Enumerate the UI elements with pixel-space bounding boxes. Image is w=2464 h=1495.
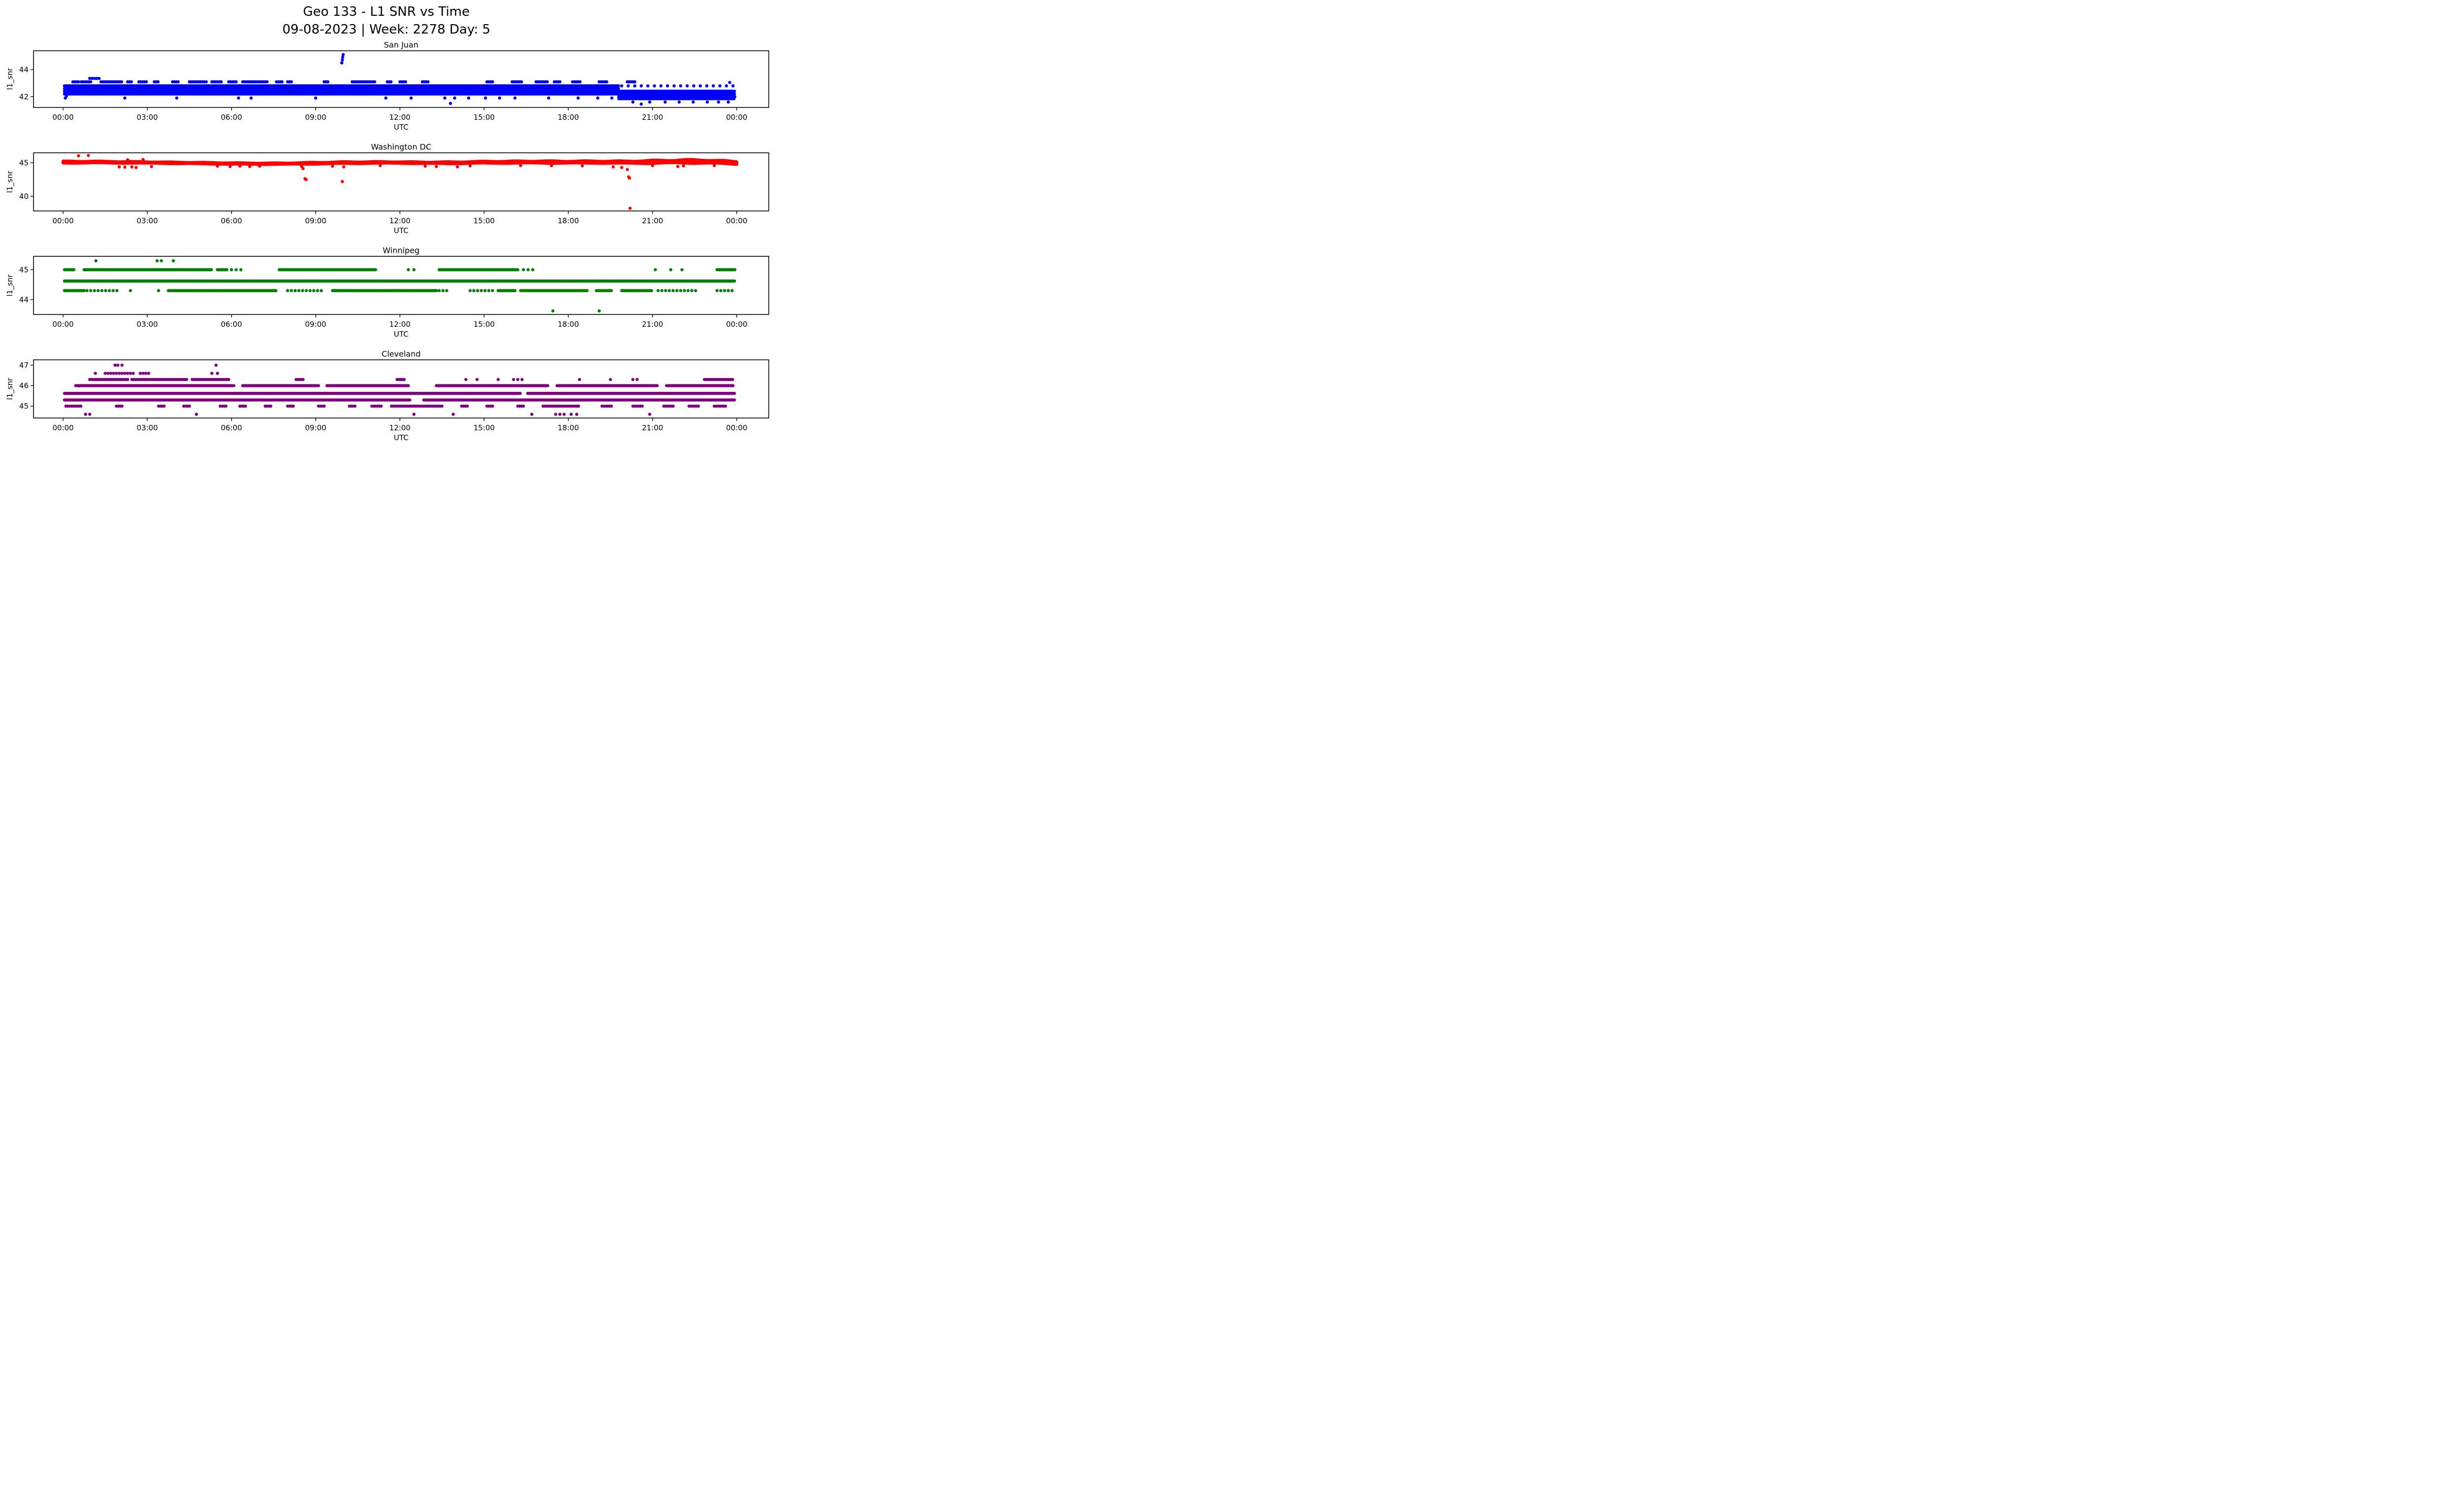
subplot-san-juan: 42 44 00:00 03:00 06:00 09:00 12:00 15:00 18:00 2…: [19, 50, 769, 122]
y-tick-label: 47: [19, 361, 29, 370]
x-ticks: 00:00 03:00 06:00 09:00 12:00 15:00 18:00 21:00…: [52, 314, 748, 329]
subplot-title-cleveland: Cleveland: [381, 349, 421, 359]
y-axis-label-1: l1_snr: [5, 68, 14, 90]
axes-frame: [33, 359, 769, 418]
y-axis-label-3: l1_snr: [5, 274, 14, 297]
y-axis-label-2: l1_snr: [5, 171, 14, 193]
x-tick-label: 09:00: [305, 320, 326, 329]
x-tick-label: 18:00: [558, 113, 579, 122]
x-tick-label: 03:00: [137, 113, 158, 122]
x-tick-label: 15:00: [474, 113, 495, 122]
y-ticks: 44 45: [19, 265, 34, 304]
x-tick-label: 12:00: [389, 320, 411, 329]
x-tick-label: 06:00: [221, 113, 242, 122]
subplot-title-washington-dc: Washington DC: [371, 142, 432, 152]
x-ticks: 00:00 03:00 06:00 09:00 12:00 15:00 18:00 21:00…: [52, 211, 748, 225]
x-tick-label: 03:00: [137, 423, 158, 432]
y-ticks: 40 45: [19, 159, 34, 201]
suptitle-line-1: Geo 133 - L1 SNR vs Time: [303, 4, 470, 19]
x-tick-label: 09:00: [305, 423, 326, 432]
y-axis-label-4: l1_snr: [5, 378, 14, 400]
x-tick-label: 21:00: [642, 320, 663, 329]
x-axis-label-2: UTC: [394, 226, 409, 235]
y-tick-label: 44: [19, 66, 29, 74]
axes-frame: [33, 50, 769, 108]
x-tick-label: 00:00: [52, 113, 73, 122]
x-tick-label: 00:00: [52, 320, 73, 329]
y-tick-label: 44: [19, 295, 29, 304]
x-tick-label: 00:00: [726, 113, 747, 122]
scatter-series-winnipeg: [63, 259, 737, 313]
suptitle-line-2: 09-08-2023 | Week: 2278 Day: 5: [282, 22, 491, 37]
x-tick-label: 00:00: [52, 216, 73, 225]
scatter-series-washington-dc: [61, 154, 739, 210]
y-tick-label: 40: [19, 192, 29, 201]
x-tick-label: 03:00: [137, 216, 158, 225]
x-tick-label: 12:00: [389, 113, 411, 122]
figure-suptitle: Geo 133 - L1 SNR vs Time 09-08-2023 | We…: [0, 3, 773, 38]
x-tick-label: 00:00: [52, 423, 73, 432]
y-tick-label: 45: [19, 265, 29, 274]
y-ticks: 42 44: [19, 66, 34, 101]
x-tick-label: 12:00: [389, 216, 411, 225]
x-tick-label: 06:00: [221, 216, 242, 225]
axes-frame: [33, 152, 769, 211]
x-tick-label: 15:00: [474, 320, 495, 329]
x-tick-label: 00:00: [726, 216, 747, 225]
x-tick-label: 09:00: [305, 216, 326, 225]
figure: Geo 133 - L1 SNR vs Time 09-08-2023 | We…: [0, 0, 773, 449]
axes-frame: [33, 256, 769, 315]
x-tick-label: 18:00: [558, 423, 579, 432]
y-tick-label: 42: [19, 92, 29, 101]
x-tick-label: 12:00: [389, 423, 411, 432]
x-axis-label-4: UTC: [394, 433, 409, 442]
plots-canvas: 42 44 00:00 03:00 06:00 09:00 12:00 15:00 18:00 2…: [19, 50, 769, 432]
scatter-series-san-juan: [63, 53, 737, 106]
x-tick-label: 15:00: [474, 216, 495, 225]
x-ticks: 00:00 03:00 06:00 09:00 12:00 15:00 18:00 21:00…: [52, 107, 748, 122]
subplot-cleveland: 45 46 47 00:00 03:00 06:00 09:00 12:00 15:00 18:0…: [19, 359, 769, 432]
x-tick-label: 06:00: [221, 423, 242, 432]
x-tick-label: 06:00: [221, 320, 242, 329]
scatter-series-cleveland: [63, 363, 736, 416]
x-tick-label: 21:00: [642, 113, 663, 122]
y-tick-label: 46: [19, 382, 29, 390]
x-tick-label: 00:00: [726, 320, 747, 329]
x-tick-label: 18:00: [558, 320, 579, 329]
x-tick-label: 18:00: [558, 216, 579, 225]
x-tick-label: 00:00: [726, 423, 747, 432]
x-tick-label: 21:00: [642, 423, 663, 432]
x-axis-label-3: UTC: [394, 330, 409, 339]
x-tick-label: 03:00: [137, 320, 158, 329]
x-ticks: 00:00 03:00 06:00 09:00 12:00 15:00 18:00 21:00…: [52, 418, 748, 432]
y-ticks: 45 46 47: [19, 361, 34, 411]
x-axis-label-1: UTC: [394, 123, 409, 132]
subplot-title-san-juan: San Juan: [384, 40, 418, 50]
subplot-title-winnipeg: Winnipeg: [382, 245, 420, 255]
subplot-winnipeg: 44 45 00:00 03:00 06:00 09:00 12:00 15:00 18:00 2…: [19, 256, 769, 329]
x-tick-label: 15:00: [474, 423, 495, 432]
y-tick-label: 45: [19, 159, 29, 168]
x-tick-label: 21:00: [642, 216, 663, 225]
subplot-washington-dc: 40 45 00:00 03:00 06:00 09:00 12:00 15:00 18:00 2…: [19, 152, 769, 225]
x-tick-label: 09:00: [305, 113, 326, 122]
y-tick-label: 45: [19, 402, 29, 411]
